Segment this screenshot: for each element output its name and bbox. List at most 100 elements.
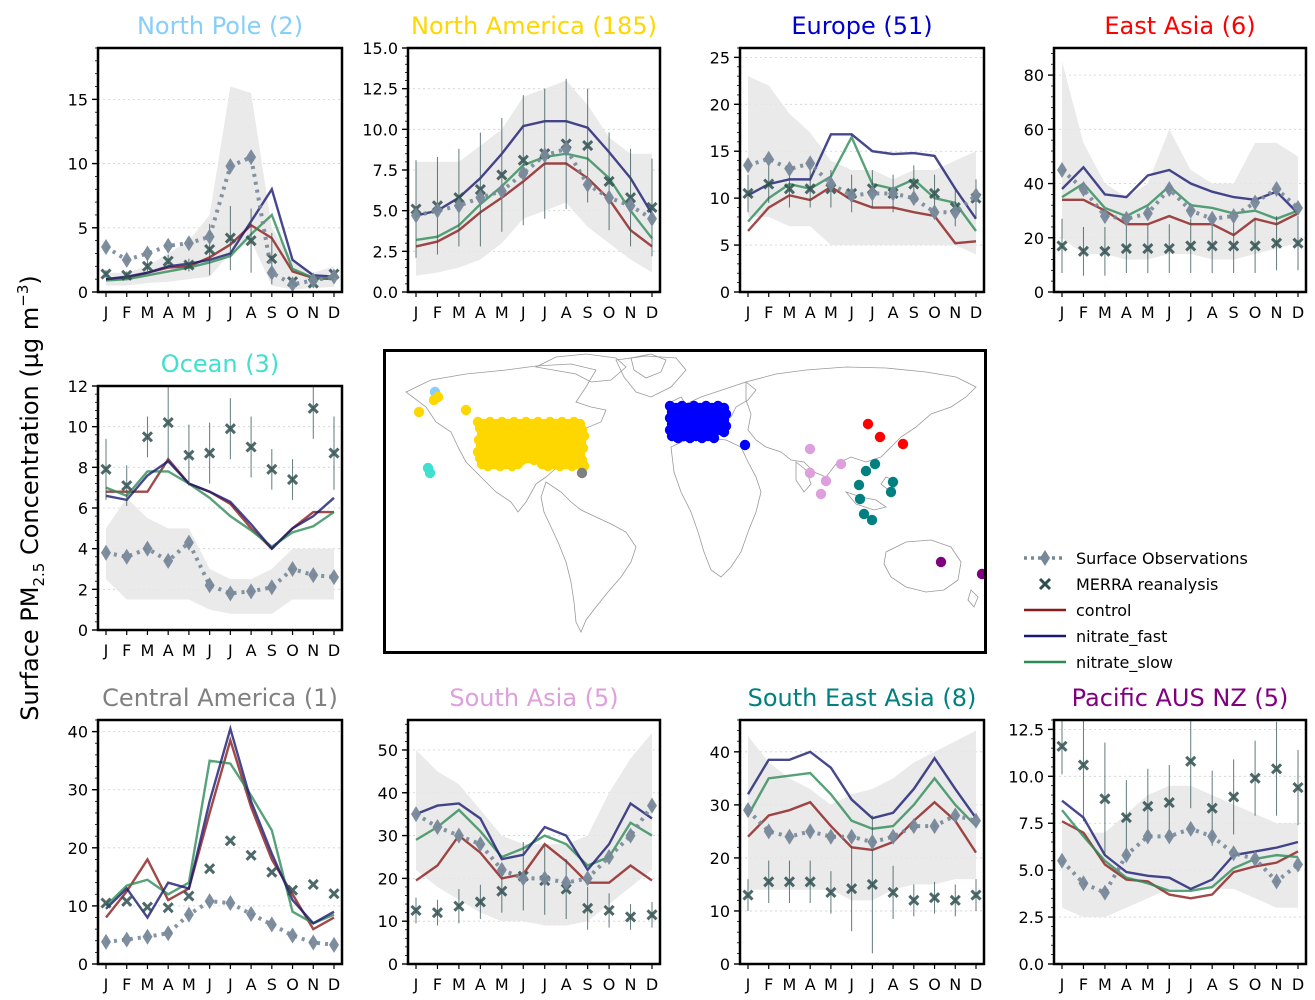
observation-point: [1250, 194, 1261, 211]
legend-label: nitrate_slow: [1076, 652, 1174, 672]
x-tick-label: F: [433, 975, 442, 994]
series-line-nitrate-fast: [746, 750, 977, 820]
observation-point: [867, 834, 878, 850]
merra-point: [183, 890, 195, 902]
x-tick-label: F: [122, 641, 131, 660]
x-tick-label: O: [286, 975, 299, 994]
observation-point: [908, 190, 919, 207]
merra-point: [1249, 772, 1261, 784]
y-tick-label: 4: [78, 540, 88, 559]
y-tick-label: 10: [68, 155, 88, 174]
merra-point: [928, 892, 941, 904]
observation-point: [929, 818, 940, 835]
x-tick-label: J: [413, 303, 419, 322]
observation-point: [475, 189, 486, 206]
x-tick-label: S: [583, 975, 593, 994]
merra-point: [1206, 802, 1218, 814]
observation-point: [929, 204, 940, 221]
observation-spread-band: [106, 86, 334, 290]
x-tick-label: A: [475, 975, 486, 994]
x-tick-label: J: [520, 975, 526, 994]
merra-point: [804, 876, 816, 888]
merra-point: [100, 268, 112, 280]
observation-point: [1121, 847, 1132, 864]
station-marker-south-east-asia: [887, 476, 899, 488]
x-tick-label: J: [869, 975, 875, 994]
merra-point: [603, 904, 615, 917]
observation-point: [225, 158, 236, 175]
merra-point: [245, 441, 257, 453]
merra-point: [162, 255, 174, 267]
x-tick-label: J: [413, 975, 419, 994]
observation-point: [287, 561, 298, 577]
observation-point: [142, 540, 153, 557]
y-tick-label: 10.0: [362, 120, 398, 139]
merra-point: [1120, 812, 1132, 824]
x-tick-label: N: [307, 641, 319, 660]
observation-point: [1142, 828, 1153, 845]
observation-point: [246, 906, 257, 923]
y-tick-label: 12.5: [362, 80, 398, 99]
observation-point: [496, 861, 507, 878]
station-marker-east-asia: [897, 438, 909, 450]
x-tick-label: S: [267, 641, 277, 660]
y-tick-label: 5.0: [373, 202, 398, 221]
observation-point: [308, 272, 319, 289]
y-tick-label: 30: [68, 781, 88, 800]
y-tick-label: 0.0: [373, 283, 398, 302]
observation-point: [1250, 850, 1261, 867]
x-tick-label: A: [1207, 975, 1218, 994]
x-tick-label: J: [869, 303, 875, 322]
panel-title: East Asia (6): [1104, 12, 1255, 40]
x-tick-label: O: [928, 975, 941, 994]
series-line-nitrate-slow: [105, 212, 335, 282]
merra-point: [1056, 240, 1068, 252]
merra-point: [582, 902, 594, 914]
observation-point: [1228, 845, 1239, 862]
station-marker-south-asia: [804, 467, 816, 479]
x-tick-label: S: [583, 303, 593, 322]
merra-point: [121, 480, 133, 492]
x-tick-label: J: [541, 303, 547, 322]
merra-point: [1077, 759, 1090, 771]
observation-point: [183, 235, 194, 252]
x-tick-label: F: [1079, 975, 1088, 994]
merra-point: [1056, 740, 1068, 752]
x-tick-label: M: [1098, 975, 1112, 994]
merra-point: [286, 884, 299, 896]
x-tick-label: A: [805, 975, 816, 994]
merra-point: [1270, 237, 1283, 249]
y-tick-label: 10.0: [1008, 767, 1044, 786]
x-tick-label: M: [495, 975, 509, 994]
station-marker-south-east-asia: [869, 458, 881, 470]
x-tick-label: S: [1229, 303, 1239, 322]
merra-point: [1142, 800, 1154, 812]
panel-pacific-aus-nz: 0.02.55.07.510.012.5J F M A M J J A S O N DPacific …: [1008, 684, 1308, 994]
x-tick-label: N: [1271, 975, 1283, 994]
y-tick-label: 60: [1024, 120, 1044, 139]
series-line-nitrate-fast: [105, 459, 335, 551]
series-line-control: [1062, 198, 1299, 237]
y-tick-label: 30: [378, 827, 398, 846]
x-tick-label: J: [227, 303, 233, 322]
x-tick-label: F: [433, 303, 442, 322]
station-marker-south-east-asia: [860, 465, 872, 477]
merra-point: [121, 895, 133, 907]
merra-point: [410, 904, 422, 917]
x-tick-label: N: [307, 975, 319, 994]
x-tick-label: O: [603, 975, 616, 994]
observation-point: [329, 569, 339, 586]
merra-point: [1142, 243, 1154, 255]
station-marker-europe: [708, 432, 720, 444]
series-line-nitrate-fast: [1061, 165, 1299, 215]
series-line-control: [747, 800, 978, 854]
panel-north-america: 0.02.55.07.510.012.515.0J F M A M J J A S O N DNort…: [362, 12, 662, 322]
observation-point: [475, 836, 486, 853]
series-line-nitrate-slow: [746, 771, 977, 830]
observation-point: [453, 827, 464, 844]
x-tick-label: M: [1141, 303, 1155, 322]
merra-point: [496, 885, 508, 897]
x-tick-label: F: [764, 975, 773, 994]
observation-point: [647, 797, 657, 814]
observation-point: [1271, 873, 1282, 890]
